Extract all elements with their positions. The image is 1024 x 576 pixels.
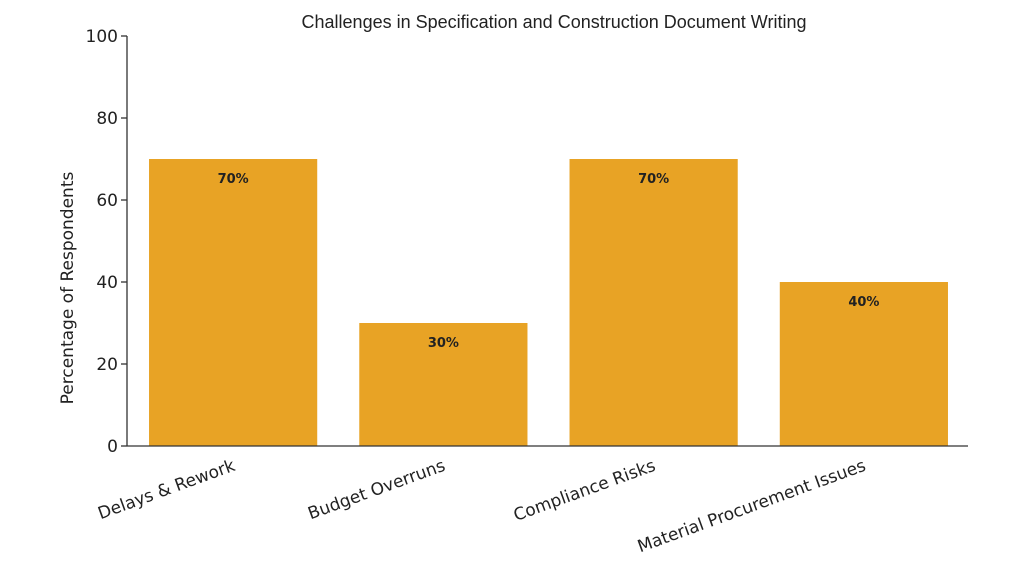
data-labels-group: 70% 30% 70% 40% (218, 172, 880, 351)
y-axis-label: Percentage of Respondents (58, 172, 78, 405)
bar-value-label: 70% (218, 172, 249, 187)
bar-value-label: 30% (428, 336, 459, 351)
y-tick-label: 20 (96, 355, 118, 375)
bar-value-label: 70% (638, 172, 669, 187)
bar (779, 282, 948, 446)
y-tick-label: 40 (96, 273, 118, 293)
x-tick-label: Material Procurement Issues (635, 456, 869, 557)
x-tick-label: Budget Overruns (305, 456, 448, 524)
y-tick-label: 0 (107, 437, 118, 457)
y-tick-label: 80 (96, 109, 118, 129)
y-tick-label: 100 (86, 27, 118, 47)
y-axis-ticks: 0 20 40 60 80 100 (86, 27, 127, 457)
x-tick-label: Compliance Risks (511, 456, 659, 526)
bar (149, 159, 318, 446)
bar (569, 159, 738, 446)
y-tick-label: 60 (96, 191, 118, 211)
x-axis-tick-labels: Delays & Rework Budget Overruns Compliance… (95, 456, 868, 557)
bar (359, 323, 528, 446)
bars-group (149, 159, 948, 446)
bar-value-label: 40% (848, 295, 879, 310)
chart-title: Challenges in Specification and Construc… (302, 12, 807, 32)
x-tick-label: Delays & Rework (95, 456, 238, 524)
